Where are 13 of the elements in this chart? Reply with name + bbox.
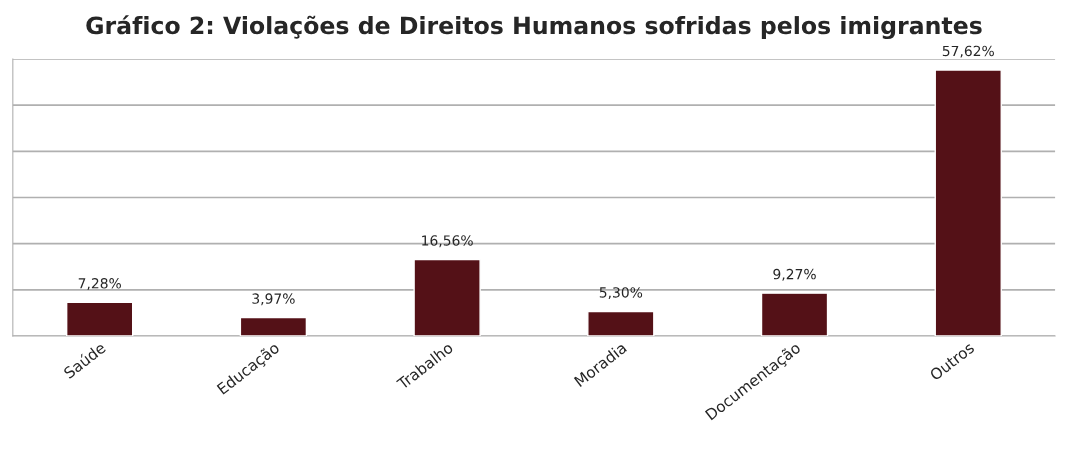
bar (587, 310, 655, 336)
data-label: 57,62% (942, 45, 994, 58)
data-label: 7,28% (78, 278, 121, 290)
bar (413, 258, 481, 336)
data-label: 3,97% (252, 293, 295, 306)
bar (934, 69, 1002, 336)
data-label: 5,30% (599, 287, 643, 300)
data-label: 9,27% (773, 268, 816, 281)
bar (239, 316, 308, 336)
bar (65, 301, 134, 336)
data-label: 16,56% (422, 235, 473, 248)
bar (760, 292, 829, 336)
chart-title: Gráfico 2: Violações de Direitos Humanos sofridas pelos imigrantes (86, 15, 982, 40)
